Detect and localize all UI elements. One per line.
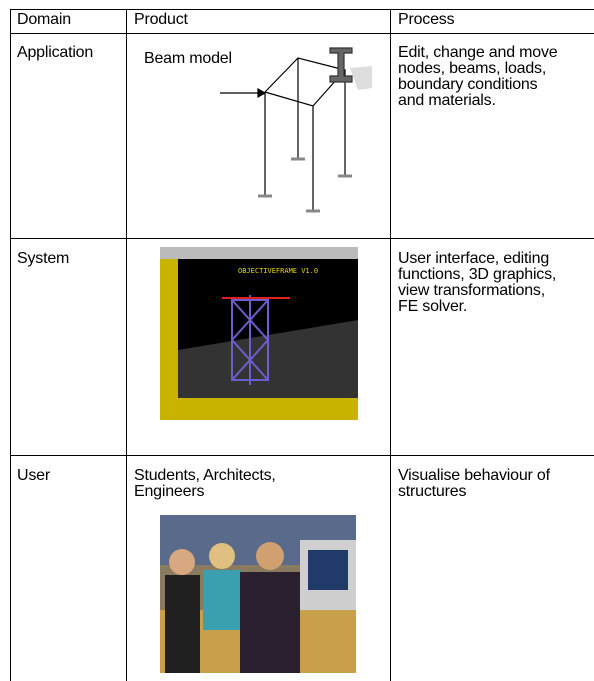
text-line: Engineers <box>134 483 205 500</box>
table-border <box>10 455 594 456</box>
text-line: User interface, editing <box>398 250 550 267</box>
header-cell: Domain <box>17 11 71 28</box>
table-border <box>126 9 127 681</box>
text-line: Students, Architects, <box>134 467 276 484</box>
table-border <box>10 9 594 10</box>
text-line: view transformations, <box>398 282 545 299</box>
photo <box>160 515 356 673</box>
text-line: and materials. <box>398 92 496 109</box>
software-screenshot: OBJECTIVEFRAME V1.0 <box>160 247 358 420</box>
text-line: Visualise behaviour of <box>398 467 550 484</box>
beam-model-diagram <box>220 47 372 213</box>
table-border <box>10 238 594 239</box>
text-line: functions, 3D graphics, <box>398 266 557 283</box>
table-border <box>390 9 391 681</box>
process-cell: Edit, change and move nodes, beams, loads… <box>398 44 558 109</box>
text-line: Edit, change and move <box>398 44 558 61</box>
header-cell: Product <box>134 11 188 28</box>
process-cell: User interface, editing functions, 3D gra… <box>398 251 556 315</box>
text-line: nodes, beams, loads, <box>398 60 547 77</box>
domain-cell: Application <box>17 44 94 61</box>
process-cell: Visualise behaviour of structures <box>398 468 550 500</box>
header-cell: Process <box>398 11 455 28</box>
domain-cell: System <box>17 250 70 267</box>
table-border <box>10 9 11 681</box>
screenshot-title: OBJECTIVEFRAME V1.0 <box>238 267 318 275</box>
text-line: boundary conditions <box>398 76 538 93</box>
table-border <box>10 33 594 34</box>
domain-cell: User <box>17 467 50 484</box>
product-cell: Students, Architects, Engineers <box>134 468 276 500</box>
text-line: FE solver. <box>398 298 468 315</box>
text-line: structures <box>398 483 467 500</box>
diagram-label: Beam model <box>144 50 232 67</box>
